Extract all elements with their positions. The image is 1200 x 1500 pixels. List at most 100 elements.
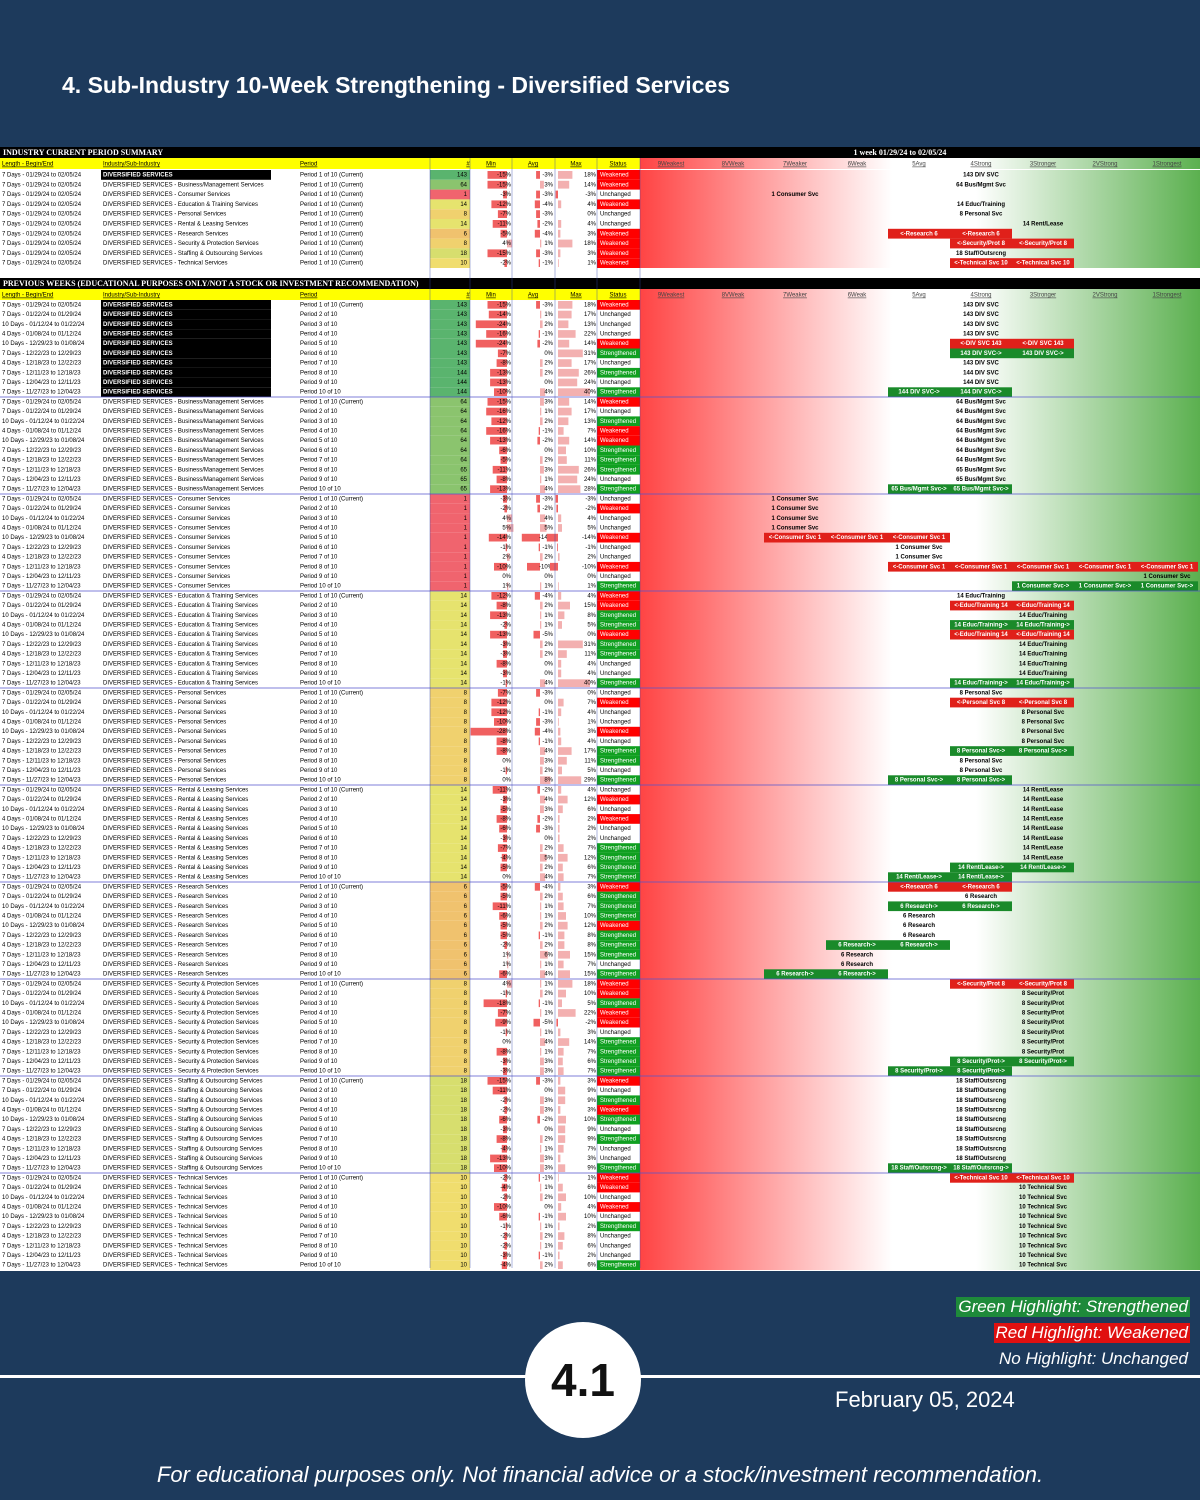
stat-cell: 6% (587, 865, 596, 871)
stat-bar (558, 1028, 561, 1037)
stat-cell: -5% (500, 933, 511, 939)
stat-bar (491, 200, 507, 209)
stat-bar (558, 1241, 563, 1250)
period-cell: Period 1 of 10 (Current) (300, 690, 363, 696)
stat-cell: 0% (544, 661, 553, 667)
status-cell: Strengthened (600, 652, 636, 658)
industry-cell: DIVERSIFIED SERVICES - Business/Manageme… (103, 429, 264, 435)
status-cell: Unchanged (600, 574, 631, 580)
industry-cell: DIVERSIFIED SERVICES - Consumer Services (103, 526, 230, 532)
level-label: 14 Rent/Lease (1023, 797, 1064, 803)
period-cell: Period 9 of 10 (300, 380, 338, 386)
stat-bar (497, 210, 507, 218)
stat-cell: 0% (544, 700, 553, 706)
column-header: Max (570, 162, 581, 168)
industry-cell: DIVERSIFIED SERVICES - Rental & Leasing … (103, 807, 248, 813)
stat-bar (503, 640, 507, 649)
stat-bar (486, 330, 507, 338)
count-cell: 8 (464, 1001, 468, 1007)
stat-bar (540, 1067, 544, 1075)
level-label: 18 Staff/Outsrcng (956, 1137, 1006, 1143)
count-bg (430, 988, 470, 999)
stat-cell: -1% (500, 1030, 511, 1036)
stat-cell: -2% (542, 787, 553, 793)
length-cell: 7 Days - 01/29/24 to 02/05/24 (2, 1078, 82, 1084)
industry-cell: DIVERSIFIED SERVICES - Rental & Leasing … (103, 826, 248, 832)
status-bg (597, 1202, 640, 1212)
stat-cell: -1% (542, 545, 553, 551)
stat-bar (540, 368, 543, 377)
count-cell: 6 (464, 894, 468, 900)
industry-cell: DIVERSIFIED SERVICES - Consumer Services (103, 496, 230, 502)
level-highlight (888, 484, 950, 494)
stat-bar (540, 524, 547, 532)
stat-bar (540, 747, 546, 755)
stat-cell: -10% (497, 390, 512, 396)
status-cell: Weakened (600, 1108, 629, 1114)
count-bg (430, 1046, 470, 1057)
count-cell: 64 (460, 448, 467, 454)
stat-bar (558, 883, 561, 891)
status-cell: Unchanged (600, 671, 631, 677)
stat-bar (501, 853, 507, 862)
level-label: 8 Personal Svc (960, 690, 1003, 696)
stat-cell: -5% (500, 865, 511, 871)
stat-bar (558, 834, 560, 843)
level-highlight (764, 532, 826, 543)
column-header: Avg (528, 293, 538, 299)
stat-cell: -14% (497, 535, 512, 541)
period-cell: Period 10 of 10 (300, 1069, 341, 1075)
status-cell: Unchanged (600, 212, 631, 218)
length-cell: 10 Days - 01/12/24 to 01/22/24 (2, 1001, 85, 1007)
stat-bar (558, 824, 560, 833)
period-cell: Period 9 of 10 (300, 768, 338, 774)
status-cell: Strengthened (600, 933, 636, 939)
length-cell: 7 Days - 12/11/23 to 12/18/23 (2, 1243, 81, 1249)
status-cell: Strengthened (600, 952, 636, 958)
level-highlight (950, 1056, 1012, 1067)
level-label: 14 Rent/Lease (1023, 836, 1064, 842)
industry-cell: DIVERSIFIED SERVICES - Technical Service… (103, 1185, 228, 1191)
stat-cell: -12% (497, 419, 512, 425)
stat-cell: 4% (587, 516, 596, 522)
length-cell: 4 Days - 01/08/24 to 01/12/24 (2, 720, 82, 726)
status-cell: Unchanged (600, 526, 631, 532)
level-label: 18 Staff/Outsrcng (956, 1098, 1006, 1104)
count-bg (430, 455, 470, 465)
count-bg (430, 426, 470, 436)
count-bg (430, 678, 470, 688)
status-bg (597, 969, 640, 979)
count-cell: 8 (464, 690, 468, 696)
level-label: 6 Research (841, 952, 873, 958)
column-header: Status (609, 162, 626, 168)
status-cell: Strengthened (600, 865, 636, 871)
stat-cell: 1% (587, 720, 596, 726)
level-highlight (1012, 746, 1074, 756)
stat-cell: 2% (587, 817, 596, 823)
status-bg (597, 464, 640, 475)
stat-cell: 5% (587, 1001, 596, 1007)
stat-bar (556, 1018, 558, 1027)
stat-cell: -3% (500, 642, 511, 648)
stat-bar (537, 504, 540, 513)
length-cell: 7 Days - 01/29/24 to 02/05/24 (2, 981, 82, 987)
status-bg (597, 426, 640, 436)
stat-bar (558, 912, 566, 920)
count-cell: 14 (460, 613, 467, 619)
stat-cell: 7% (587, 1049, 596, 1055)
level-label: <-Consumer Svc 1 (955, 564, 1008, 570)
count-cell: 8 (464, 1049, 468, 1055)
industry-highlight (101, 309, 271, 320)
level-label: <-Research 6 (900, 884, 938, 890)
stat-cell: 2% (544, 1263, 553, 1269)
length-cell: 7 Days - 01/29/24 to 02/05/24 (2, 399, 82, 405)
stat-cell: -11% (497, 904, 511, 910)
stat-bar (491, 708, 507, 717)
period-cell: Period 2 of 10 (300, 991, 338, 997)
stat-cell: -2% (500, 1175, 511, 1181)
level-label: 6 Research (903, 914, 935, 920)
status-bg (597, 1114, 640, 1125)
period-cell: Period 1 of 10 (Current) (300, 981, 363, 987)
count-bg (430, 532, 470, 543)
stat-cell: -7% (500, 690, 511, 696)
